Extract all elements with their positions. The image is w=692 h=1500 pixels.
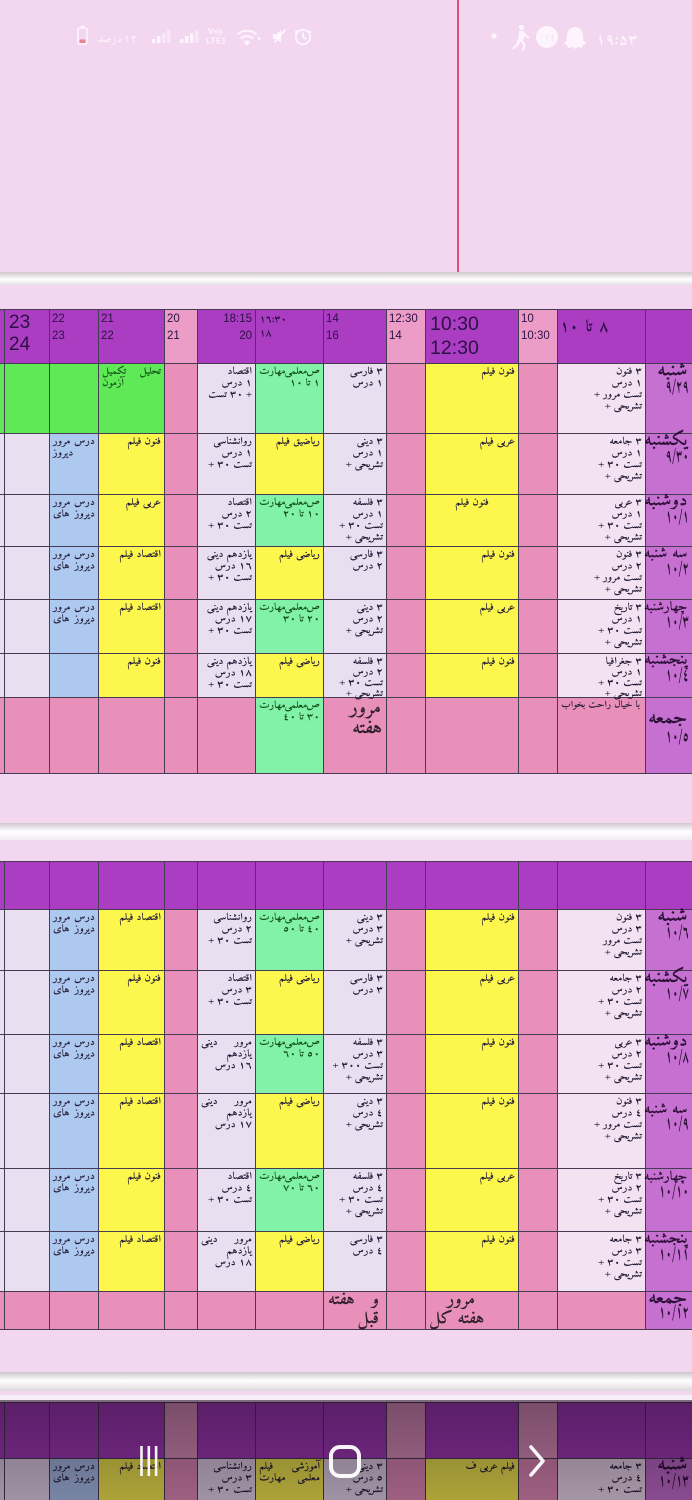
svg-text:LTE1: LTE1	[206, 36, 226, 46]
svg-text:Vo)): Vo))	[208, 26, 223, 36]
